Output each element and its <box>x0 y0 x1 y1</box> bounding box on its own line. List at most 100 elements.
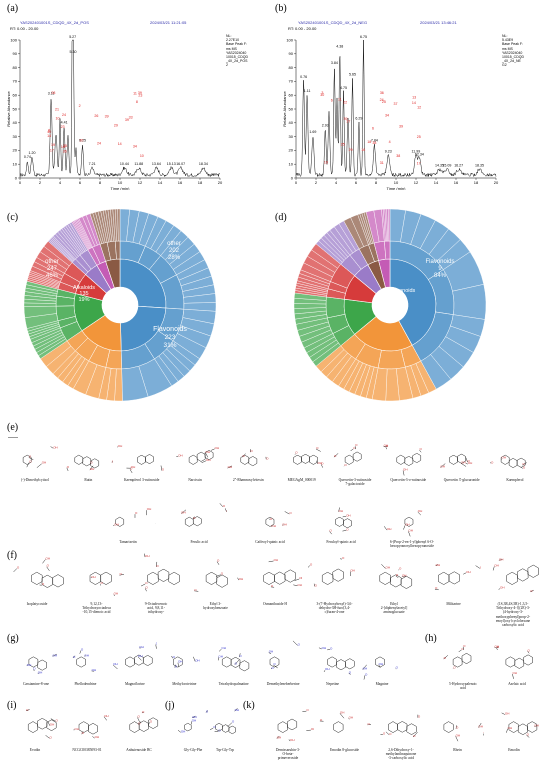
compound-structure: OH O OH O Phellodendrine <box>63 640 107 686</box>
ring <box>404 456 414 466</box>
bond <box>307 565 310 568</box>
bond <box>323 670 325 673</box>
y-tick-label: 90 <box>289 51 294 56</box>
bond <box>73 655 76 659</box>
atom-label: OH <box>92 668 97 672</box>
chromatogram-trace <box>19 39 221 178</box>
compound-structure: O O OH O 3-(7-Hydroxyhexyl)-3,6- dehydro-3H-… <box>307 552 362 627</box>
sunburst-c-alkaloids-pct: 19% <box>78 297 89 303</box>
peak-marker: 10 <box>140 154 144 158</box>
atom-label: OH <box>467 461 472 465</box>
panel-label-h: (h) <box>425 633 437 644</box>
structure-drawing: OH O OH OH <box>112 642 157 670</box>
ring <box>527 721 538 733</box>
atom-label: OH <box>181 729 186 733</box>
bond <box>276 735 280 739</box>
atom-label: O <box>461 647 464 651</box>
panel-k-row: O OH OH OH Demissarubin-3- O-beta- primevero… <box>262 704 540 761</box>
compound-name: Quercetin-3-rutinoside 7-galactoside <box>338 478 372 487</box>
bond <box>234 659 240 665</box>
bond <box>50 446 54 449</box>
atom-label: O <box>418 715 421 719</box>
compound-name: Ferulic acid <box>190 540 208 544</box>
bond <box>465 463 468 465</box>
bond <box>417 511 421 516</box>
peak-marker: 40 <box>47 130 51 134</box>
ring <box>184 722 192 732</box>
sunburst-d-flavonoids-pct: 24% <box>396 300 407 306</box>
bond <box>385 447 388 450</box>
bond <box>171 655 174 659</box>
peak-marker: 23 <box>138 93 142 97</box>
atom-label: O <box>161 468 164 472</box>
compound-structure: OH OH O OH Emodin <box>488 704 540 761</box>
bond <box>137 717 140 723</box>
peak-marker: 21 <box>55 107 59 111</box>
peak-label: 11.99 <box>412 150 421 154</box>
structure-drawing: OH O O O <box>13 556 64 588</box>
ring <box>344 658 355 670</box>
ring <box>99 571 112 585</box>
atom-label: OH <box>55 718 58 722</box>
ring <box>74 454 84 465</box>
compound-structure: OH O O OH Quercetin-3-o-rutinoside <box>383 440 433 486</box>
bond <box>118 573 124 576</box>
chromatogram-b-filename: YAS202401001S_CDQD_4X_2d_NEG <box>298 20 368 25</box>
atom-label: O <box>270 517 273 521</box>
ring <box>148 717 159 729</box>
compound-name: Tamarixetin <box>119 540 137 544</box>
ring <box>31 571 43 585</box>
y-tick-label: 80 <box>289 65 294 70</box>
peak-marker: 16 <box>361 148 365 152</box>
bond <box>148 722 150 725</box>
peak-marker: 29 <box>114 124 118 128</box>
atom-label: OH <box>299 576 302 580</box>
compound-name: Feruloyl-quinic acid <box>326 540 356 544</box>
peak-label: 4.75 <box>340 86 347 90</box>
compound-structure: OH O O OH Evodin <box>12 704 58 752</box>
atom-label: OH <box>181 511 186 515</box>
ring <box>37 659 47 671</box>
peak-marker: 3 <box>321 91 323 95</box>
bond <box>403 525 406 530</box>
bond <box>506 728 508 733</box>
peak-marker: 35 <box>63 144 67 148</box>
atom-label: OH <box>147 507 152 511</box>
peak-label: 11.88 <box>134 162 143 166</box>
compound-structure: OHOHOOTamarixetin <box>100 502 156 548</box>
y-tick-label: 20 <box>13 148 18 153</box>
compound-name: NCGC00385093-01 <box>72 748 102 752</box>
compound-structure: O OH O OH Caffeoyl-quinic acid <box>242 502 298 548</box>
atom-label: O <box>530 589 533 593</box>
peak-label: 3.84 <box>331 61 338 65</box>
atom-label: O <box>26 708 29 712</box>
ring <box>412 453 422 463</box>
peak-marker: 24 <box>97 142 101 146</box>
peak-marker: 28 <box>51 91 55 95</box>
compound-structure: OH OH O OH Osmanthuside H <box>248 552 302 627</box>
ring <box>168 571 180 585</box>
chromatogram-b: 0 2 4 6 8 10 12 14 16 18 200102030405060708090100T… <box>282 35 499 190</box>
compound-structure: O O OH OH 9,12,13- Trihydroxyoctadeca -10,15… <box>70 552 124 627</box>
ring <box>240 454 250 465</box>
bond <box>36 463 42 468</box>
peak-marker: 25 <box>341 143 345 147</box>
atom-label: O <box>528 648 531 652</box>
sunburst-c-other-label: other <box>167 241 181 247</box>
structure-drawing: OH OH OH OH <box>384 509 422 537</box>
x-tick-label: 20 <box>218 180 223 185</box>
x-tick-label: 8 <box>99 180 102 185</box>
atom-label: O <box>194 588 197 592</box>
panel-e-divider <box>8 437 18 438</box>
atom-label: O <box>266 456 269 460</box>
atom-label: O <box>220 572 223 576</box>
atom-label: OH <box>53 445 58 449</box>
atom-label: O <box>67 465 70 469</box>
structure-drawing: OO OH OH <box>22 445 58 468</box>
bond <box>385 731 390 735</box>
sunburst-d-flavonoids-label: Flavonoids <box>389 288 416 294</box>
ring <box>437 571 449 585</box>
